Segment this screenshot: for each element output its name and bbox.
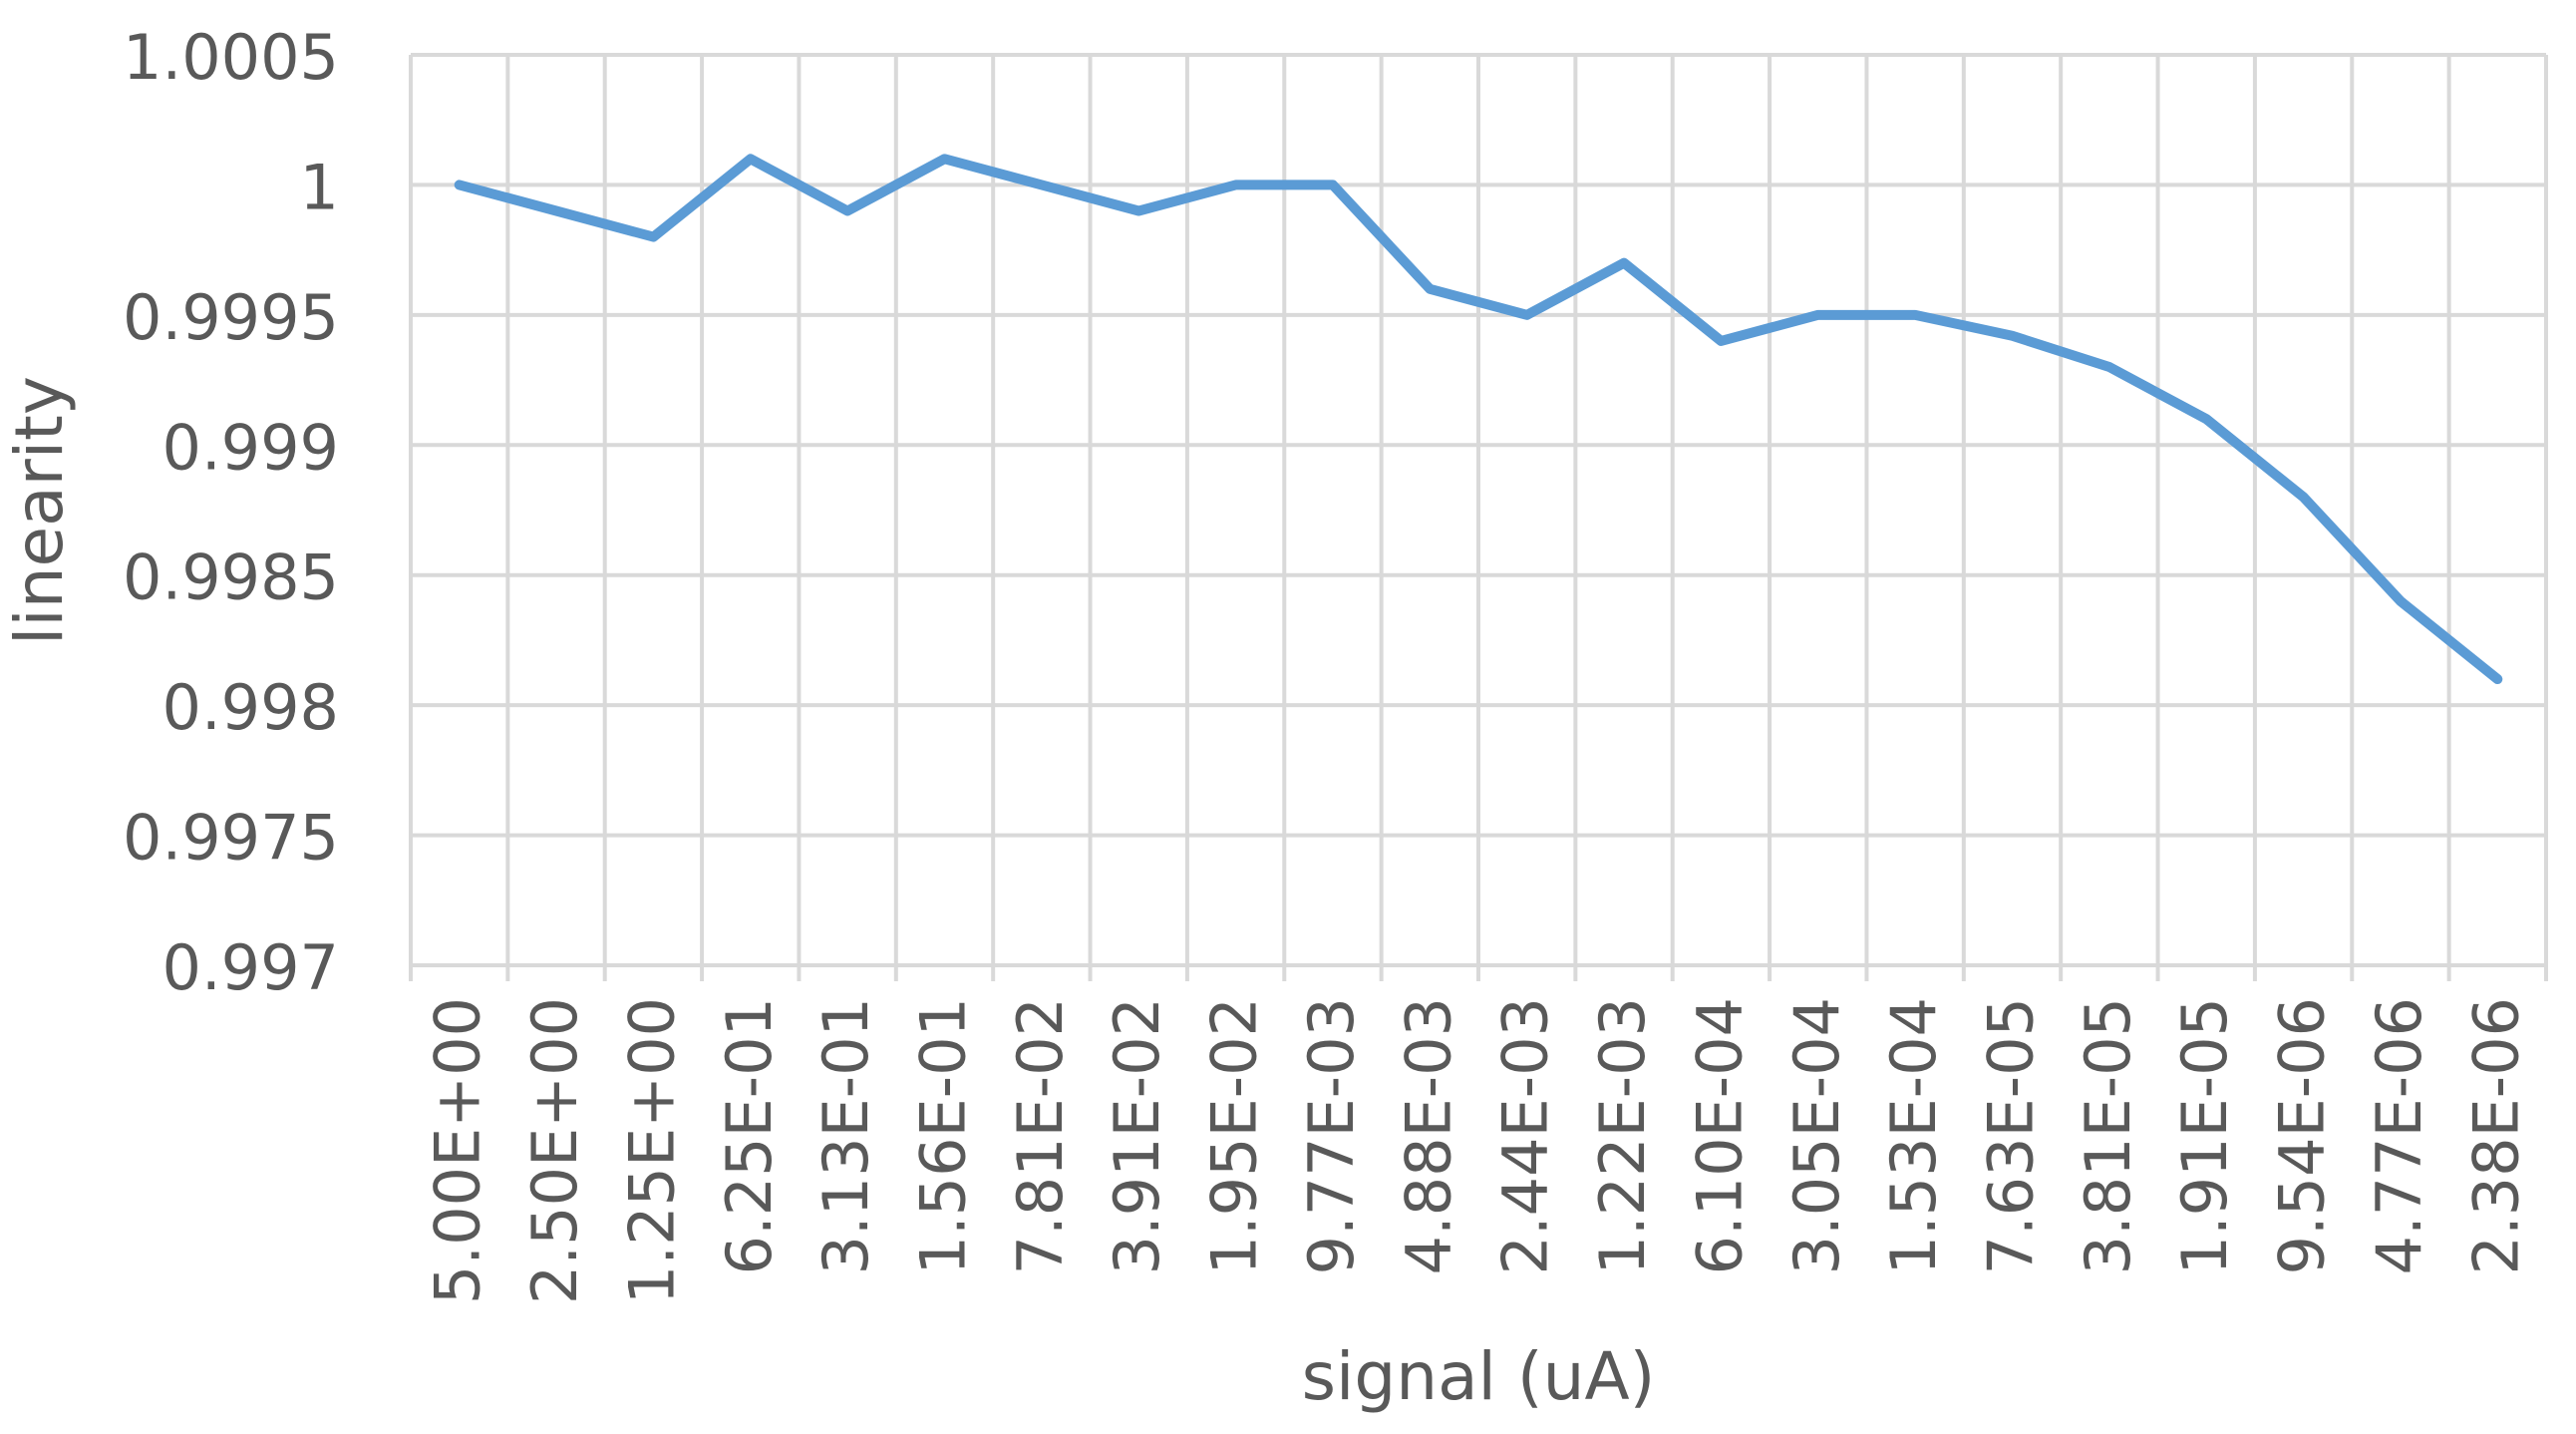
- x-tick-label: 2.38E-06: [2459, 997, 2532, 1275]
- y-tick-label: 0.9995: [123, 281, 339, 354]
- x-tick-label: 3.91E-02: [1101, 997, 1173, 1275]
- x-tick-label: 1.95E-02: [1198, 997, 1271, 1275]
- x-tick-label: 2.44E-03: [1489, 997, 1562, 1275]
- x-tick-label: 4.77E-06: [2363, 997, 2435, 1275]
- x-tick-label: 7.63E-05: [1975, 997, 2048, 1275]
- x-tick-label: 5.00E+00: [422, 997, 494, 1304]
- x-axis-title: signal (uA): [1302, 1338, 1656, 1415]
- x-tick-label: 1.22E-03: [1586, 997, 1659, 1275]
- x-tick-label: 1.56E-01: [907, 997, 980, 1275]
- y-axis-title: linearity: [1, 376, 78, 645]
- x-tick-label: 1.53E-04: [1877, 997, 1950, 1275]
- x-tick-label: 3.13E-01: [809, 997, 882, 1275]
- y-tick-label: 0.9985: [123, 541, 339, 614]
- y-tick-label: 1: [300, 151, 339, 223]
- x-tick-label: 4.88E-03: [1392, 997, 1464, 1275]
- x-tick-label: 9.54E-06: [2266, 997, 2339, 1275]
- x-tick-label: 3.05E-04: [1780, 997, 1853, 1275]
- y-tick-label: 1.0005: [123, 21, 339, 94]
- x-tick-label: 3.81E-05: [2072, 997, 2144, 1275]
- y-tick-label: 0.999: [162, 411, 340, 484]
- y-tick-label: 0.998: [162, 671, 340, 744]
- x-tick-label: 2.50E+00: [518, 997, 591, 1304]
- y-tick-label: 0.997: [162, 931, 340, 1004]
- tick-labels: 0.997 0.9975 0.998 0.9985 0.999 0.9995 1 1.0005…: [123, 21, 2532, 1304]
- gridlines: [411, 55, 2546, 965]
- x-tick-label: 6.10E-04: [1683, 997, 1756, 1275]
- axes: [411, 965, 2546, 981]
- x-tick-label: 6.25E-01: [713, 997, 786, 1275]
- x-tick-label: 9.77E-03: [1295, 997, 1368, 1275]
- x-tick-label: 1.25E+00: [615, 997, 688, 1304]
- x-tick-label: 1.91E-05: [2168, 997, 2241, 1275]
- y-tick-label: 0.9975: [123, 802, 339, 875]
- x-tick-label: 7.81E-02: [1004, 997, 1077, 1275]
